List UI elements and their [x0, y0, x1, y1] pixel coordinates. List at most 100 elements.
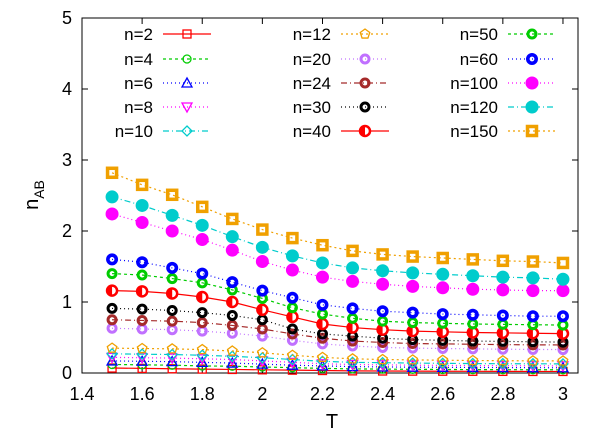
- data-point: [106, 253, 119, 266]
- series-n-30: [106, 302, 569, 348]
- legend-item: n=2: [124, 25, 211, 44]
- data-point-fill: [257, 304, 263, 315]
- legend-item: n=24: [293, 74, 389, 93]
- data-point: [347, 352, 359, 364]
- legend-label: n=40: [293, 122, 331, 141]
- data-point: [316, 238, 329, 252]
- data-point: [196, 317, 208, 329]
- data-point: [195, 290, 209, 304]
- plot-frame: [81, 17, 579, 374]
- data-point: [195, 200, 209, 214]
- data-point: [346, 302, 359, 315]
- data-point: [525, 76, 539, 90]
- data-point: [556, 310, 569, 323]
- data-point: [346, 261, 360, 275]
- data-point: [525, 52, 538, 65]
- legend-item: n=12: [293, 25, 389, 44]
- data-point-fill: [107, 285, 113, 296]
- legend-item: n=150: [450, 122, 556, 141]
- data-point: [195, 218, 209, 232]
- data-point: [436, 251, 449, 265]
- series-n-12: [106, 342, 569, 366]
- data-point: [497, 354, 509, 366]
- data-point: [226, 276, 239, 289]
- data-point: [256, 303, 269, 317]
- data-point: [225, 243, 239, 257]
- x-tick-label: 3: [558, 384, 568, 404]
- y-tick-label: 1: [62, 292, 72, 312]
- data-point: [285, 263, 299, 277]
- series-line: [111, 172, 563, 264]
- data-point: [316, 351, 329, 363]
- data-point: [105, 207, 119, 221]
- data-point: [135, 285, 149, 298]
- legend-label: n=150: [450, 122, 498, 141]
- data-point: [556, 256, 570, 270]
- data-point-fill: [527, 328, 533, 339]
- data-point-fill: [407, 326, 413, 337]
- data-point: [136, 342, 148, 354]
- data-point: [136, 256, 149, 269]
- data-point: [166, 305, 178, 317]
- data-point: [346, 321, 359, 334]
- data-point: [196, 267, 209, 280]
- data-point: [497, 318, 509, 330]
- data-point: [376, 264, 390, 278]
- legend-label: n=20: [293, 50, 331, 69]
- series-line: [112, 319, 563, 346]
- data-point: [526, 310, 539, 323]
- y-axis-label: nAB: [21, 180, 47, 210]
- data-point: [286, 358, 299, 370]
- legend-item: n=8: [124, 98, 211, 117]
- data-point: [467, 354, 479, 366]
- data-point: [106, 268, 118, 280]
- data-point: [256, 284, 269, 297]
- series-n-120: [105, 190, 570, 286]
- data-point: [286, 231, 299, 245]
- data-point: [376, 248, 389, 261]
- data-point: [225, 230, 239, 244]
- data-point-fill: [360, 126, 365, 136]
- data-point: [286, 328, 298, 340]
- data-point: [182, 29, 192, 39]
- data-point: [526, 271, 540, 285]
- data-point: [377, 336, 389, 348]
- data-point: [105, 190, 119, 204]
- data-point: [256, 314, 268, 326]
- data-point: [136, 269, 148, 281]
- data-point: [466, 308, 479, 321]
- data-point: [286, 334, 298, 346]
- data-point: [436, 267, 450, 281]
- series-line: [112, 353, 563, 365]
- data-point: [496, 270, 510, 284]
- data-point: [346, 274, 360, 288]
- series-n-150: [105, 166, 570, 270]
- y-tick-label: 4: [62, 79, 72, 99]
- data-point: [166, 315, 178, 327]
- data-point: [557, 355, 569, 366]
- data-point: [316, 338, 328, 350]
- legend-item: n=50: [460, 25, 556, 44]
- data-point: [527, 355, 539, 366]
- y-axis-label-main: n: [21, 199, 43, 210]
- legend-item: n=20: [293, 50, 389, 69]
- data-point-fill: [197, 292, 203, 303]
- data-point: [106, 302, 118, 314]
- data-point: [180, 102, 194, 114]
- data-point: [226, 345, 238, 356]
- legend-label: n=30: [293, 98, 331, 117]
- legend-item: n=40: [293, 122, 389, 141]
- data-point: [407, 317, 419, 329]
- data-point: [407, 354, 419, 365]
- data-point: [437, 317, 449, 329]
- data-point: [467, 318, 479, 330]
- data-point: [166, 353, 179, 365]
- data-point: [180, 76, 194, 88]
- data-point: [556, 284, 570, 298]
- legend-item: n=120: [450, 98, 556, 117]
- series-n-100: [105, 207, 570, 298]
- legend-label: n=120: [450, 98, 498, 117]
- data-point: [406, 266, 420, 280]
- data-point: [106, 314, 118, 326]
